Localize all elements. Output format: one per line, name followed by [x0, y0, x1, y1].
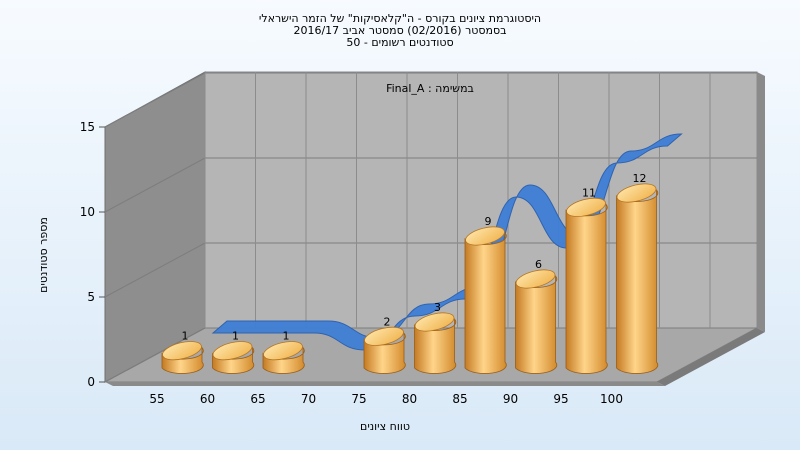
x-axis-title: טווח ציונים: [360, 420, 410, 433]
y-tick-label: 15: [80, 120, 95, 134]
bar-top: [162, 341, 202, 361]
bar: [161, 341, 204, 374]
y-tick-label: 5: [87, 290, 95, 304]
data-label: 1: [283, 330, 290, 343]
x-tick-label: 100: [600, 392, 623, 406]
gridlines: [99, 72, 757, 383]
bar: [212, 341, 255, 374]
x-tick-label: 90: [503, 392, 518, 406]
data-label: 9: [485, 215, 492, 228]
data-label: 11: [582, 186, 596, 199]
bar-top: [616, 183, 657, 203]
bar-top: [414, 312, 455, 332]
chart-title-line-3: סטודנטים רשומים - 50: [346, 36, 453, 49]
x-tick-label: 85: [452, 392, 467, 406]
task-annotation: Final_A : במשימה: [386, 82, 474, 95]
bar: [616, 183, 659, 374]
bars-group: [161, 183, 659, 374]
bar-top: [566, 197, 606, 217]
y-axis-title: מספר סטודנטים: [37, 217, 50, 293]
x-tick-label: 55: [149, 392, 164, 406]
bar-body: [565, 203, 608, 374]
floor-front-edge: [105, 382, 665, 386]
x-tick-label: 80: [402, 392, 417, 406]
bar-body: [616, 188, 659, 374]
y-tick-label: 10: [80, 205, 95, 219]
data-label: 3: [434, 301, 441, 314]
bar-top: [263, 341, 303, 361]
floor-right-edge: [657, 328, 765, 386]
x-tick-label: 60: [200, 392, 215, 406]
y-tick-label: 0: [87, 375, 95, 389]
x-tick-label: 65: [250, 392, 265, 406]
bar: [262, 341, 305, 374]
chart-title-line-1: היסטוגרמת ציונים בקורס - ה"קלאסיקות" של …: [259, 12, 541, 25]
chart-title-line-2: בסמסטר (02/2016) סמסטר אביב 2016/17: [293, 24, 506, 37]
bar-top: [364, 326, 404, 346]
bar: [464, 226, 507, 374]
x-tick-label: 95: [553, 392, 568, 406]
bar: [565, 197, 608, 374]
bar-top: [515, 269, 556, 289]
bar: [414, 312, 457, 374]
right-wall-edge: [757, 72, 765, 332]
bar: [515, 269, 558, 374]
data-label: 12: [633, 172, 647, 185]
data-label: 6: [535, 258, 542, 271]
data-label: 1: [232, 330, 239, 343]
y-tick-labels: 0 5 10 15: [80, 120, 95, 389]
data-label: 1: [182, 330, 189, 343]
bar-top: [465, 226, 505, 246]
bar: [363, 326, 406, 374]
bar-top: [212, 341, 253, 361]
x-tick-label: 75: [351, 392, 366, 406]
x-tick-label: 70: [301, 392, 316, 406]
bar-body: [515, 274, 558, 374]
x-tick-labels: 55 60 65 70 75 80 85 90 95 100: [149, 392, 623, 406]
bar-body: [464, 231, 507, 374]
data-label: 2: [384, 315, 391, 328]
